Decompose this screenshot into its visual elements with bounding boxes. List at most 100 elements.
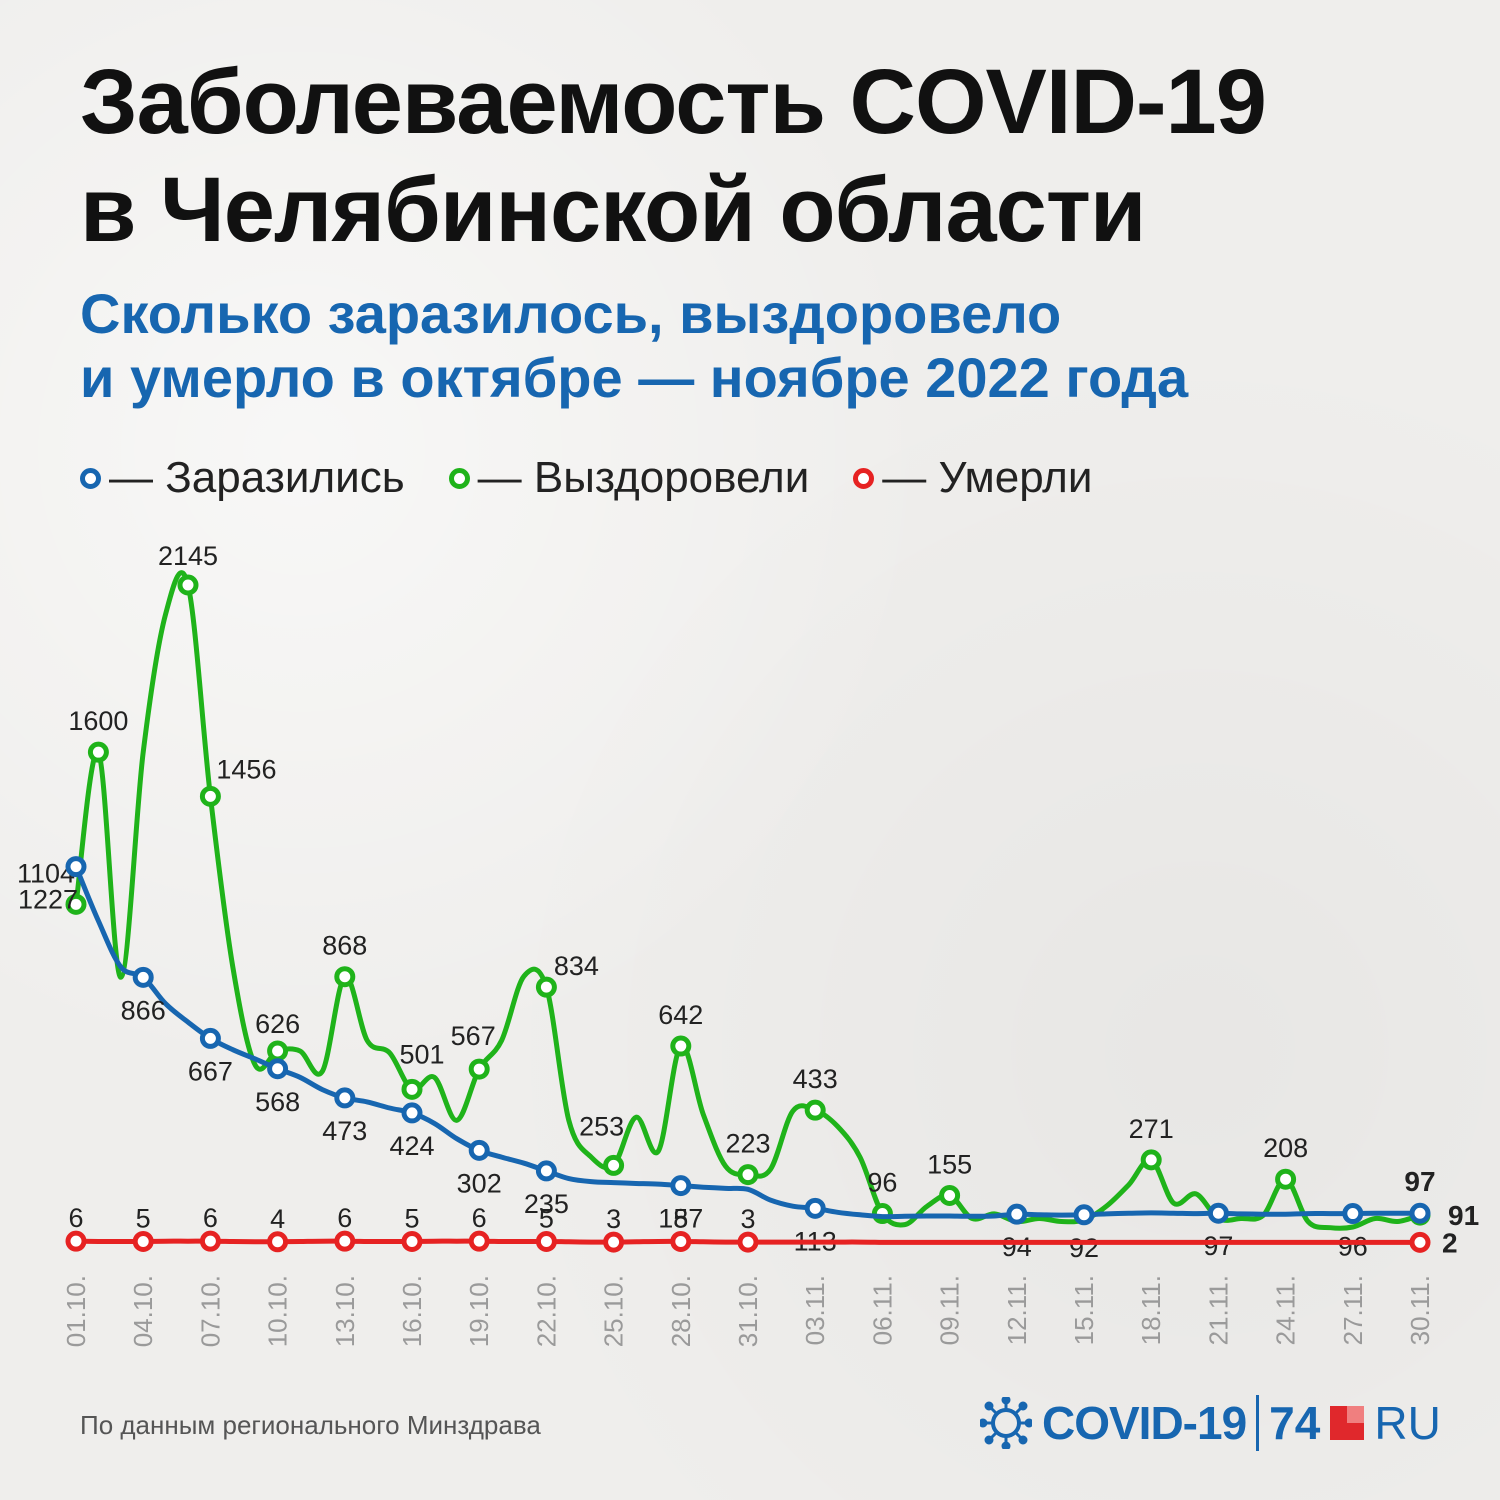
data-label-died: 6 xyxy=(68,1203,83,1233)
data-label-infected: 187 xyxy=(658,1204,703,1234)
x-tick-label: 21.11. xyxy=(1203,1275,1233,1345)
x-tick-label: 25.10. xyxy=(599,1275,629,1347)
legend-marker-infected xyxy=(80,467,101,489)
data-point-died xyxy=(334,1230,356,1252)
data-point-infected xyxy=(1342,1203,1364,1225)
data-label-recovered: 253 xyxy=(579,1111,624,1141)
data-label-died: 5 xyxy=(136,1203,151,1233)
brand-covid-text: COVID-19 xyxy=(1042,1397,1247,1449)
x-tick-label: 18.11. xyxy=(1136,1275,1166,1345)
x-tick-label: 13.10. xyxy=(330,1275,360,1347)
data-point-died xyxy=(267,1231,289,1253)
legend-item-infected: — Заразились xyxy=(80,453,405,503)
title-line-2: в Челябинской области xyxy=(80,159,1146,261)
data-point-recovered xyxy=(267,1040,289,1062)
legend-marker-died xyxy=(853,467,875,489)
legend-item-recovered: — Выздоровели xyxy=(448,453,810,503)
data-point-died xyxy=(670,1230,692,1252)
x-tick-label: 19.10. xyxy=(464,1275,494,1347)
data-label-recovered: 1456 xyxy=(216,754,276,784)
x-tick-label: 06.11. xyxy=(867,1275,897,1345)
x-tick-label: 27.11. xyxy=(1338,1275,1368,1345)
source-note: По данным регионального Минздрава xyxy=(80,1410,541,1440)
data-point-died xyxy=(603,1231,625,1253)
data-point-recovered xyxy=(535,976,557,998)
data-point-recovered xyxy=(804,1099,826,1121)
data-label-infected: 473 xyxy=(322,1116,367,1146)
data-label-died: 6 xyxy=(472,1203,487,1233)
data-label-died: 5 xyxy=(404,1203,419,1233)
data-point-infected xyxy=(804,1197,826,1219)
brand-logo: COVID-19 74 RU xyxy=(980,1388,1441,1458)
data-label-died: 3 xyxy=(740,1204,755,1234)
data-label-recovered: 1600 xyxy=(68,706,128,736)
data-point-recovered xyxy=(177,574,199,596)
data-point-recovered xyxy=(1275,1168,1297,1190)
brand-separator xyxy=(1256,1395,1260,1451)
legend-label-infected: — Заразились xyxy=(109,453,405,502)
data-label-died: 4 xyxy=(270,1204,285,1234)
data-point-recovered xyxy=(939,1184,961,1206)
data-point-died xyxy=(199,1230,221,1252)
data-label-died: 5 xyxy=(673,1203,688,1233)
data-label-died: 5 xyxy=(539,1203,554,1233)
x-tick-label: 12.11. xyxy=(1002,1275,1032,1345)
data-label-recovered: 2145 xyxy=(158,541,218,571)
legend-label-died: — Умерли xyxy=(882,453,1093,502)
brand-number: 74 xyxy=(1269,1397,1321,1449)
data-label-recovered: 1104 xyxy=(17,858,75,888)
subtitle-line-2: и умерло в октябре — ноябре 2022 года xyxy=(80,346,1189,409)
data-label-infected: 235 xyxy=(524,1189,569,1219)
data-point-infected xyxy=(267,1058,289,1080)
data-label-infected: 92 xyxy=(1069,1233,1099,1263)
data-point-infected xyxy=(1409,1202,1431,1224)
data-label-recovered: 155 xyxy=(927,1149,972,1179)
x-tick-label: 03.11. xyxy=(800,1275,830,1345)
data-point-recovered xyxy=(603,1154,625,1176)
x-tick-label: 24.11. xyxy=(1271,1275,1301,1345)
series-line-infected xyxy=(73,864,1423,1220)
brand-ru-text: RU xyxy=(1374,1397,1441,1449)
data-point-died xyxy=(468,1230,490,1252)
data-label-recovered: 567 xyxy=(451,1021,496,1051)
x-tick-label: 07.10. xyxy=(195,1275,225,1347)
subtitle-line-1: Сколько заразилось, выздоровело xyxy=(80,282,1062,345)
data-point-recovered xyxy=(65,893,87,915)
data-label-infected: 424 xyxy=(389,1131,434,1161)
chart-legend: — Заразились — Выздоровели — Умерли xyxy=(80,448,1092,508)
brand-square-icon xyxy=(1330,1406,1365,1440)
x-tick-label: 31.10. xyxy=(733,1275,763,1347)
data-label-recovered: 642 xyxy=(658,1000,703,1030)
data-label-recovered: 208 xyxy=(1263,1133,1308,1163)
x-tick-label: 04.10. xyxy=(128,1275,158,1347)
data-point-died xyxy=(65,1230,87,1252)
legend-label-recovered: — Выздоровели xyxy=(477,453,810,502)
data-point-infected xyxy=(401,1102,423,1124)
data-point-infected xyxy=(334,1087,356,1109)
data-point-infected xyxy=(670,1175,692,1197)
legend-item-died: — Умерли xyxy=(853,453,1092,503)
data-point-died xyxy=(401,1230,423,1252)
data-point-recovered xyxy=(468,1058,490,1080)
data-point-infected xyxy=(132,966,154,988)
data-point-recovered xyxy=(87,741,109,763)
data-point-infected xyxy=(1207,1202,1229,1224)
data-point-died xyxy=(535,1230,557,1252)
data-label-recovered: 834 xyxy=(554,951,599,981)
data-label-recovered: 223 xyxy=(725,1129,770,1159)
x-tick-label: 22.10. xyxy=(531,1275,561,1347)
data-label-infected: 96 xyxy=(1338,1232,1368,1262)
data-point-recovered xyxy=(199,785,221,807)
data-label-died: 6 xyxy=(203,1203,218,1233)
data-label-died: 3 xyxy=(606,1204,621,1234)
x-tick-label: 30.11. xyxy=(1405,1275,1435,1345)
data-point-died xyxy=(737,1231,759,1253)
data-point-infected xyxy=(535,1160,557,1182)
virus-icon xyxy=(980,1397,1032,1449)
x-tick-label: 01.10. xyxy=(61,1275,91,1347)
data-label-recovered: 271 xyxy=(1129,1114,1174,1144)
data-label-recovered: 501 xyxy=(399,1039,444,1069)
data-point-infected xyxy=(1006,1203,1028,1225)
